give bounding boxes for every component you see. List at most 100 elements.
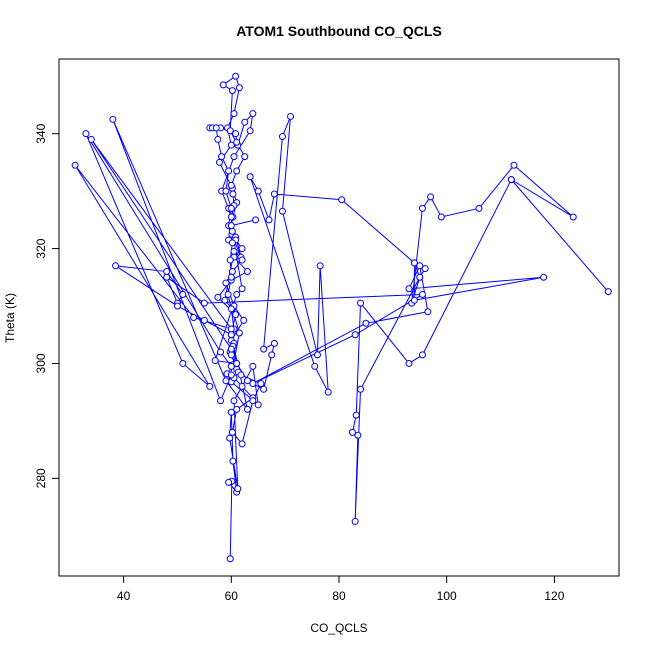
data-point: [87, 135, 95, 143]
data-point: [233, 405, 241, 413]
data-point: [311, 362, 319, 370]
data-point: [222, 279, 230, 287]
data-point: [227, 181, 235, 189]
data-point: [235, 84, 243, 92]
data-point: [212, 124, 220, 132]
data-point: [232, 130, 240, 138]
data-point: [254, 187, 262, 195]
data-point: [252, 216, 260, 224]
data-point: [240, 316, 248, 324]
data-point: [227, 331, 235, 339]
data-point: [235, 329, 243, 337]
data-point: [243, 268, 251, 276]
data-point: [246, 127, 254, 135]
data-point: [228, 428, 236, 436]
data-point: [230, 397, 238, 405]
data-point: [410, 296, 418, 304]
data-point: [214, 135, 222, 143]
data-point: [238, 256, 246, 264]
y-tick-label: 280: [34, 468, 48, 488]
data-point: [230, 110, 238, 118]
y-axis-label: Theta (K): [3, 293, 17, 343]
data-point: [222, 187, 230, 195]
data-point: [324, 388, 332, 396]
data-point: [421, 265, 429, 273]
plot-area: [71, 72, 612, 563]
data-point: [225, 478, 233, 486]
data-point: [228, 239, 236, 247]
y-tick-label: 300: [34, 353, 48, 373]
data-point: [249, 362, 257, 370]
data-point: [109, 115, 117, 123]
data-point: [405, 285, 413, 293]
data-point: [270, 339, 278, 347]
data-point: [200, 299, 208, 307]
data-point: [200, 316, 208, 324]
data-point: [241, 118, 249, 126]
x-tick-label: 100: [437, 589, 457, 603]
chart-title: ATOM1 Southbound CO_QCLS: [236, 23, 442, 39]
data-point: [238, 245, 246, 253]
data-point: [179, 359, 187, 367]
data-point: [163, 273, 171, 281]
data-point: [227, 213, 235, 221]
data-point: [351, 517, 359, 525]
data-point: [214, 293, 222, 301]
data-point: [227, 408, 235, 416]
data-point: [230, 153, 238, 161]
data-point: [249, 110, 257, 118]
data-point: [287, 112, 295, 120]
data-point: [249, 380, 257, 388]
data-point: [228, 87, 236, 95]
data-point: [226, 256, 234, 264]
data-point: [228, 268, 236, 276]
data-point: [227, 305, 235, 313]
y-tick-label: 320: [34, 238, 48, 258]
data-point: [278, 133, 286, 141]
x-tick-label: 40: [117, 589, 131, 603]
data-point: [260, 385, 268, 393]
data-point: [215, 158, 223, 166]
data-point: [163, 268, 171, 276]
data-point: [510, 161, 518, 169]
data-point: [226, 434, 234, 442]
data-point: [604, 288, 612, 296]
data-point: [227, 204, 235, 212]
data-point: [71, 161, 79, 169]
data-point: [229, 457, 237, 465]
data-point: [357, 385, 365, 393]
data-point: [228, 227, 236, 235]
data-point: [475, 204, 483, 212]
data-point: [233, 167, 241, 175]
data-point: [424, 308, 432, 316]
data-point: [249, 397, 257, 405]
data-point: [362, 319, 370, 327]
y-tick-label: 340: [34, 123, 48, 143]
data-point: [540, 273, 548, 281]
data-point: [206, 382, 214, 390]
x-axis-label: CO_QCLS: [310, 621, 367, 635]
data-point: [226, 127, 234, 135]
data-point: [238, 285, 246, 293]
data-point: [229, 190, 237, 198]
data-point: [227, 273, 235, 281]
data-point: [233, 138, 241, 146]
data-point: [270, 190, 278, 198]
y-axis: 280 300 320 340: [34, 123, 59, 488]
data-point: [219, 81, 227, 89]
data-point: [405, 359, 413, 367]
data-point: [227, 345, 235, 353]
data-point: [225, 167, 233, 175]
data-point: [227, 371, 235, 379]
data-point: [278, 207, 286, 215]
data-point: [351, 331, 359, 339]
data-point: [354, 431, 362, 439]
data-point: [257, 380, 265, 388]
data-point: [348, 428, 356, 436]
data-point: [241, 153, 249, 161]
data-point: [226, 555, 234, 563]
data-point: [410, 259, 418, 267]
data-point: [112, 262, 120, 270]
